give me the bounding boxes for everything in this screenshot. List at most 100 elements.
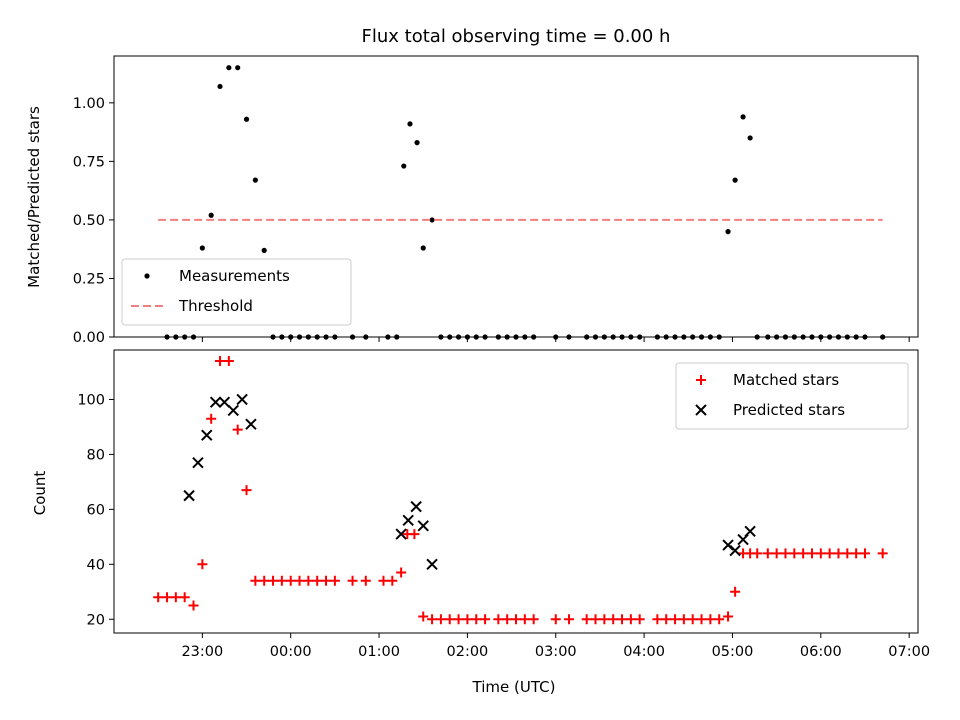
data-point <box>652 614 663 625</box>
axes-frame <box>113 349 919 634</box>
data-point <box>744 525 756 538</box>
data-point <box>429 217 435 223</box>
x-tick-label: 01:00 <box>358 644 400 660</box>
top-y-axis-label: Matched/Predicted stars <box>25 106 43 288</box>
data-point <box>877 548 888 559</box>
data-point <box>208 212 214 218</box>
x-tick-label: 03:00 <box>535 644 577 660</box>
x-tick-label: 04:00 <box>623 644 665 660</box>
data-point <box>519 614 530 625</box>
data-point <box>199 245 205 251</box>
data-point <box>223 355 234 366</box>
x-tick-label: 05:00 <box>712 644 754 660</box>
data-point <box>747 135 753 141</box>
data-point <box>732 177 738 183</box>
legend-box <box>121 258 352 326</box>
data-point <box>417 520 429 532</box>
data-point <box>414 140 420 146</box>
data-point <box>241 485 252 496</box>
axes-frame <box>113 55 919 338</box>
legend-marker <box>696 375 706 385</box>
data-point <box>409 529 420 540</box>
x-tick-label: 00:00 <box>270 644 312 660</box>
data-point <box>360 575 371 586</box>
data-point <box>730 586 741 597</box>
data-point <box>395 528 407 540</box>
data-point <box>252 177 258 183</box>
legend-marker <box>144 273 150 279</box>
data-point <box>201 429 213 441</box>
data-point <box>401 163 407 169</box>
data-point <box>226 65 232 71</box>
data-point <box>550 614 561 625</box>
data-point <box>740 114 746 120</box>
data-point <box>815 548 826 559</box>
data-point <box>197 559 208 570</box>
y-tick-label: 20 <box>87 612 105 628</box>
data-point <box>502 614 513 625</box>
y-tick-label: 60 <box>87 502 105 518</box>
data-point <box>771 548 782 559</box>
data-point <box>493 614 504 625</box>
data-point <box>590 614 601 625</box>
data-point <box>696 614 707 625</box>
data-point <box>294 575 305 586</box>
bottom-panel-count: 20 40 60 80 100 23:00 00:00 01:00 02:00 03:00 04:0… <box>77 349 930 660</box>
legend-label: Matched stars <box>733 371 839 389</box>
y-tick-label: 0.25 <box>73 271 105 287</box>
data-point <box>729 544 741 557</box>
data-point <box>798 548 809 559</box>
data-point <box>471 614 482 625</box>
y-tick-label: 0.00 <box>73 330 105 346</box>
data-point <box>378 575 389 586</box>
series-predicted-stars <box>183 393 756 571</box>
data-point <box>329 575 340 586</box>
data-point <box>599 614 610 625</box>
series-matched-stars <box>153 355 888 625</box>
data-point <box>402 514 414 527</box>
data-point <box>420 245 426 251</box>
data-point <box>236 393 248 406</box>
data-point <box>705 614 716 625</box>
data-point <box>806 548 817 559</box>
data-point <box>407 121 413 127</box>
data-point <box>243 116 250 122</box>
data-point <box>833 548 844 559</box>
data-point <box>427 614 438 625</box>
data-point <box>453 614 464 625</box>
y-tick-label: 100 <box>77 392 105 408</box>
data-point <box>232 424 243 435</box>
data-point <box>285 575 296 586</box>
data-point <box>188 600 199 611</box>
data-point <box>312 575 323 586</box>
data-point <box>347 575 358 586</box>
legend-label: Measurements <box>179 267 290 285</box>
x-tick-label: 06:00 <box>800 644 842 660</box>
data-point <box>762 548 773 559</box>
x-axis-label: Time (UTC) <box>472 678 556 696</box>
data-point <box>435 614 446 625</box>
data-point <box>670 614 681 625</box>
data-point <box>723 611 734 622</box>
y-tick-label: 0.75 <box>73 154 105 170</box>
legend-box <box>675 362 909 430</box>
legend: Measurements Threshold <box>121 258 352 326</box>
data-point <box>528 614 539 625</box>
data-point <box>511 614 521 625</box>
y-tick-label: 0.50 <box>73 213 105 229</box>
data-point <box>206 413 217 424</box>
data-point <box>162 592 173 603</box>
data-point <box>209 396 222 408</box>
data-point <box>824 548 835 559</box>
data-point <box>276 575 287 586</box>
data-point <box>218 396 231 408</box>
data-point <box>462 614 473 625</box>
data-point <box>725 229 731 235</box>
data-point <box>396 567 407 578</box>
data-point <box>714 614 725 625</box>
data-point <box>303 575 314 586</box>
data-point <box>268 575 279 586</box>
data-point <box>581 614 592 625</box>
